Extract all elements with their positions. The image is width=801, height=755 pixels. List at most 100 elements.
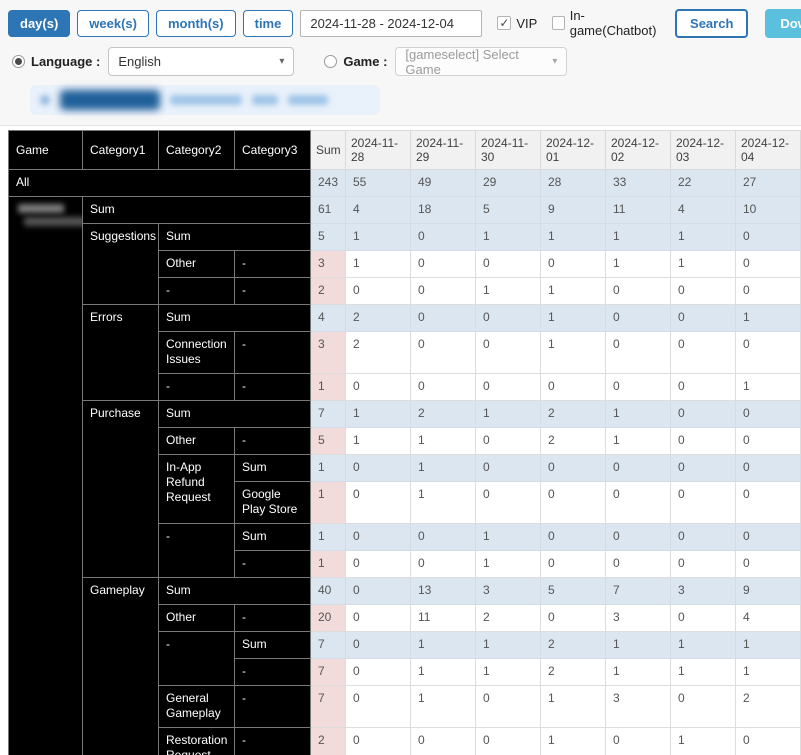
value-cell: 7 (310, 685, 346, 728)
value-cell: 0 (410, 331, 476, 374)
value-cell: 0 (345, 277, 411, 305)
weeks-button[interactable]: week(s) (77, 9, 149, 37)
redacted-icon (40, 95, 50, 105)
table-row: In-App Refund Request Sum 1 0 1 0 0 0 0 0 (9, 454, 801, 524)
value-cell: 40 (310, 577, 346, 605)
value-cell: 0 (410, 304, 476, 332)
value-cell: 1 (410, 658, 476, 686)
game-radio[interactable] (324, 55, 338, 68)
table-row: Errors Sum 4 2 0 0 1 0 0 1 (9, 304, 801, 401)
value-cell: 7 (310, 658, 346, 686)
value-cell: 5 (310, 223, 346, 251)
value-cell: 0 (605, 277, 671, 305)
label-cell: Sum (158, 577, 311, 605)
label-cell: Suggestions (82, 223, 159, 305)
value-cell: 2 (475, 604, 541, 632)
table-row: Connection Issues -3 2 0 0 1 0 0 0 (9, 331, 801, 374)
value-cell: 0 (475, 331, 541, 374)
value-cell: 2 (410, 400, 476, 428)
months-button[interactable]: month(s) (156, 9, 236, 37)
label-cell: - (234, 250, 311, 278)
value-cell: 0 (670, 331, 736, 374)
value-cell: 0 (410, 523, 476, 551)
value-cell: 1 (735, 304, 801, 332)
value-cell: 0 (475, 304, 541, 332)
value-cell: 13 (410, 577, 476, 605)
language-radio[interactable] (12, 55, 25, 68)
value-cell: 1 (540, 685, 606, 728)
value-cell: 0 (475, 727, 541, 755)
value-cell: 4 (735, 604, 801, 632)
column-header: Category2 (158, 130, 235, 170)
value-cell: 1 (475, 550, 541, 578)
redacted-tab[interactable] (288, 95, 328, 105)
value-cell: 0 (475, 481, 541, 524)
value-cell: 3 (605, 685, 671, 728)
value-cell: 1 (540, 223, 606, 251)
value-cell: 1 (475, 523, 541, 551)
value-cell: 11 (605, 196, 671, 224)
value-cell: 0 (735, 727, 801, 755)
value-cell: 0 (540, 454, 606, 482)
vip-checkbox[interactable]: ✓ (497, 16, 512, 30)
value-cell: 1 (735, 658, 801, 686)
value-cell: 3 (310, 331, 346, 374)
value-cell: 0 (540, 550, 606, 578)
value-cell: 1 (410, 481, 476, 524)
value-cell: 0 (605, 727, 671, 755)
search-button[interactable]: Search (675, 8, 749, 38)
label-cell: Sum (234, 454, 311, 482)
value-cell: 0 (410, 277, 476, 305)
value-cell: 0 (540, 604, 606, 632)
value-cell: 0 (345, 631, 411, 659)
value-cell: 1 (475, 658, 541, 686)
report-table-head: Game Category1 Category2 Category3 Sum 2024-1… (8, 130, 801, 170)
column-header: Sum (310, 130, 346, 170)
table-row: Other -3 1 0 0 0 1 1 0 (9, 250, 801, 278)
value-cell: 1 (605, 631, 671, 659)
value-cell: 18 (410, 196, 476, 224)
redacted-tab[interactable] (170, 95, 242, 105)
date-range-input[interactable] (300, 9, 483, 37)
language-select[interactable]: English ▾ (108, 47, 295, 76)
ingame-checkbox[interactable] (552, 16, 565, 30)
value-cell: 0 (670, 481, 736, 524)
column-header: 2024-11-28 (345, 130, 411, 170)
value-cell: 1 (605, 223, 671, 251)
redacted-tab[interactable] (252, 95, 278, 105)
value-cell: 1 (540, 331, 606, 374)
value-cell: 2 (345, 304, 411, 332)
days-button[interactable]: day(s) (8, 9, 71, 37)
value-cell: 22 (670, 169, 736, 197)
value-cell: 0 (670, 427, 736, 455)
value-cell: 1 (310, 550, 346, 578)
value-cell: 0 (605, 454, 671, 482)
value-cell: 0 (345, 454, 411, 482)
time-button[interactable]: time (242, 9, 294, 37)
redacted-active-tab[interactable] (60, 90, 160, 110)
value-cell: 28 (540, 169, 606, 197)
value-cell: 0 (735, 454, 801, 482)
header-row: Game Category1 Category2 Category3 Sum 2024-1… (8, 130, 801, 170)
table-row: Google Play Store 1 0 1 0 0 0 0 0 (9, 481, 801, 524)
download-button[interactable]: Download (765, 8, 801, 38)
table-row: - Sum 1 0 0 1 0 0 0 0 (9, 523, 801, 578)
value-cell: 2 (310, 277, 346, 305)
label-cell: - (234, 373, 311, 401)
value-cell: 0 (540, 523, 606, 551)
column-header: 2024-11-30 (475, 130, 541, 170)
column-header: Category3 (234, 130, 311, 170)
label-cell: Other (158, 250, 235, 278)
value-cell: 1 (735, 631, 801, 659)
value-cell: 0 (670, 400, 736, 428)
table-row: Gameplay Sum 40 0 13 3 5 7 3 9 (9, 577, 801, 755)
label-cell: - (234, 550, 311, 578)
value-cell: 7 (310, 400, 346, 428)
redacted-text (24, 217, 82, 226)
value-cell: 1 (735, 373, 801, 401)
chevron-down-icon: ▾ (279, 56, 285, 67)
value-cell: 7 (605, 577, 671, 605)
game-select[interactable]: [gameselect] Select Game ▾ (395, 47, 568, 77)
